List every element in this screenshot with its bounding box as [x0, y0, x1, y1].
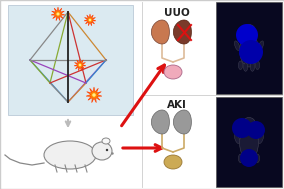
- Circle shape: [244, 32, 250, 38]
- Polygon shape: [86, 87, 102, 103]
- Polygon shape: [74, 59, 86, 71]
- Ellipse shape: [44, 141, 96, 169]
- Circle shape: [239, 40, 263, 64]
- Circle shape: [232, 118, 252, 138]
- Circle shape: [246, 47, 256, 57]
- Ellipse shape: [250, 63, 254, 71]
- Polygon shape: [174, 110, 191, 134]
- Circle shape: [239, 27, 255, 43]
- Circle shape: [248, 49, 254, 55]
- Ellipse shape: [238, 61, 243, 70]
- Circle shape: [247, 48, 255, 56]
- Ellipse shape: [255, 154, 260, 163]
- Circle shape: [239, 125, 245, 131]
- Circle shape: [236, 24, 258, 46]
- Bar: [216, 2, 282, 94]
- Ellipse shape: [240, 126, 258, 160]
- Ellipse shape: [258, 134, 264, 144]
- Polygon shape: [84, 14, 96, 26]
- Ellipse shape: [235, 41, 240, 51]
- Circle shape: [247, 121, 265, 139]
- Circle shape: [247, 156, 251, 160]
- Circle shape: [240, 149, 258, 167]
- Circle shape: [89, 19, 91, 21]
- Circle shape: [240, 126, 244, 130]
- Bar: [216, 97, 282, 187]
- Circle shape: [237, 123, 247, 133]
- Circle shape: [246, 155, 252, 161]
- Ellipse shape: [250, 156, 254, 164]
- Ellipse shape: [243, 156, 248, 164]
- Ellipse shape: [164, 65, 182, 79]
- Ellipse shape: [258, 41, 264, 51]
- Ellipse shape: [102, 138, 110, 144]
- Circle shape: [79, 64, 81, 66]
- Circle shape: [250, 124, 262, 136]
- Polygon shape: [174, 20, 191, 44]
- Circle shape: [254, 128, 258, 132]
- Ellipse shape: [240, 33, 258, 67]
- Ellipse shape: [243, 25, 255, 35]
- Circle shape: [243, 152, 255, 164]
- Polygon shape: [51, 7, 65, 21]
- Polygon shape: [151, 110, 169, 134]
- Circle shape: [57, 12, 60, 15]
- Circle shape: [106, 149, 108, 151]
- Circle shape: [245, 154, 253, 162]
- Circle shape: [244, 45, 258, 59]
- Text: AKI: AKI: [167, 100, 187, 110]
- Ellipse shape: [235, 134, 240, 144]
- Circle shape: [235, 121, 249, 135]
- Circle shape: [253, 127, 259, 133]
- Circle shape: [252, 126, 260, 134]
- Polygon shape: [151, 20, 169, 44]
- Circle shape: [242, 43, 260, 61]
- Ellipse shape: [92, 142, 112, 160]
- Ellipse shape: [243, 63, 248, 71]
- Text: UUO: UUO: [164, 8, 190, 18]
- Circle shape: [241, 29, 253, 41]
- Ellipse shape: [255, 61, 260, 70]
- Circle shape: [92, 93, 96, 97]
- Circle shape: [245, 33, 249, 37]
- Bar: [8, 5, 133, 115]
- Circle shape: [243, 31, 251, 39]
- Ellipse shape: [164, 155, 182, 169]
- Ellipse shape: [238, 154, 243, 163]
- Ellipse shape: [243, 118, 255, 128]
